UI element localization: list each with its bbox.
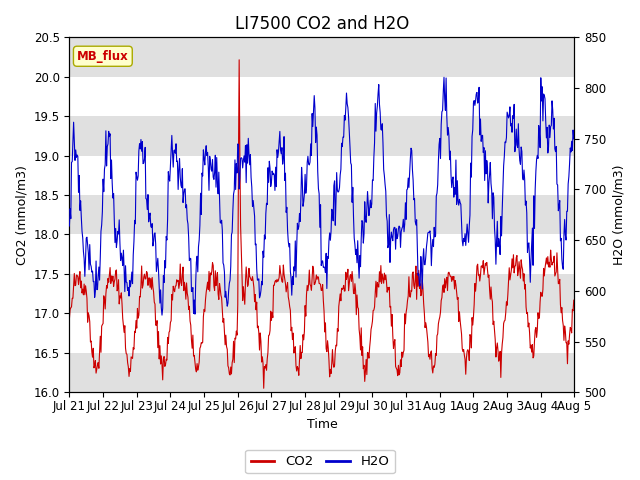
- Text: MB_flux: MB_flux: [77, 50, 129, 63]
- Bar: [69, 353, 575, 392]
- X-axis label: Time: Time: [307, 419, 337, 432]
- Legend: CO2, H2O: CO2, H2O: [245, 450, 395, 473]
- Bar: [69, 274, 575, 313]
- Bar: [69, 37, 575, 77]
- Title: LI7500 CO2 and H2O: LI7500 CO2 and H2O: [235, 15, 409, 33]
- Bar: [69, 195, 575, 235]
- Y-axis label: CO2 (mmol/m3): CO2 (mmol/m3): [15, 165, 28, 264]
- Y-axis label: H2O (mmol/m3): H2O (mmol/m3): [612, 165, 625, 265]
- Bar: [69, 116, 575, 156]
